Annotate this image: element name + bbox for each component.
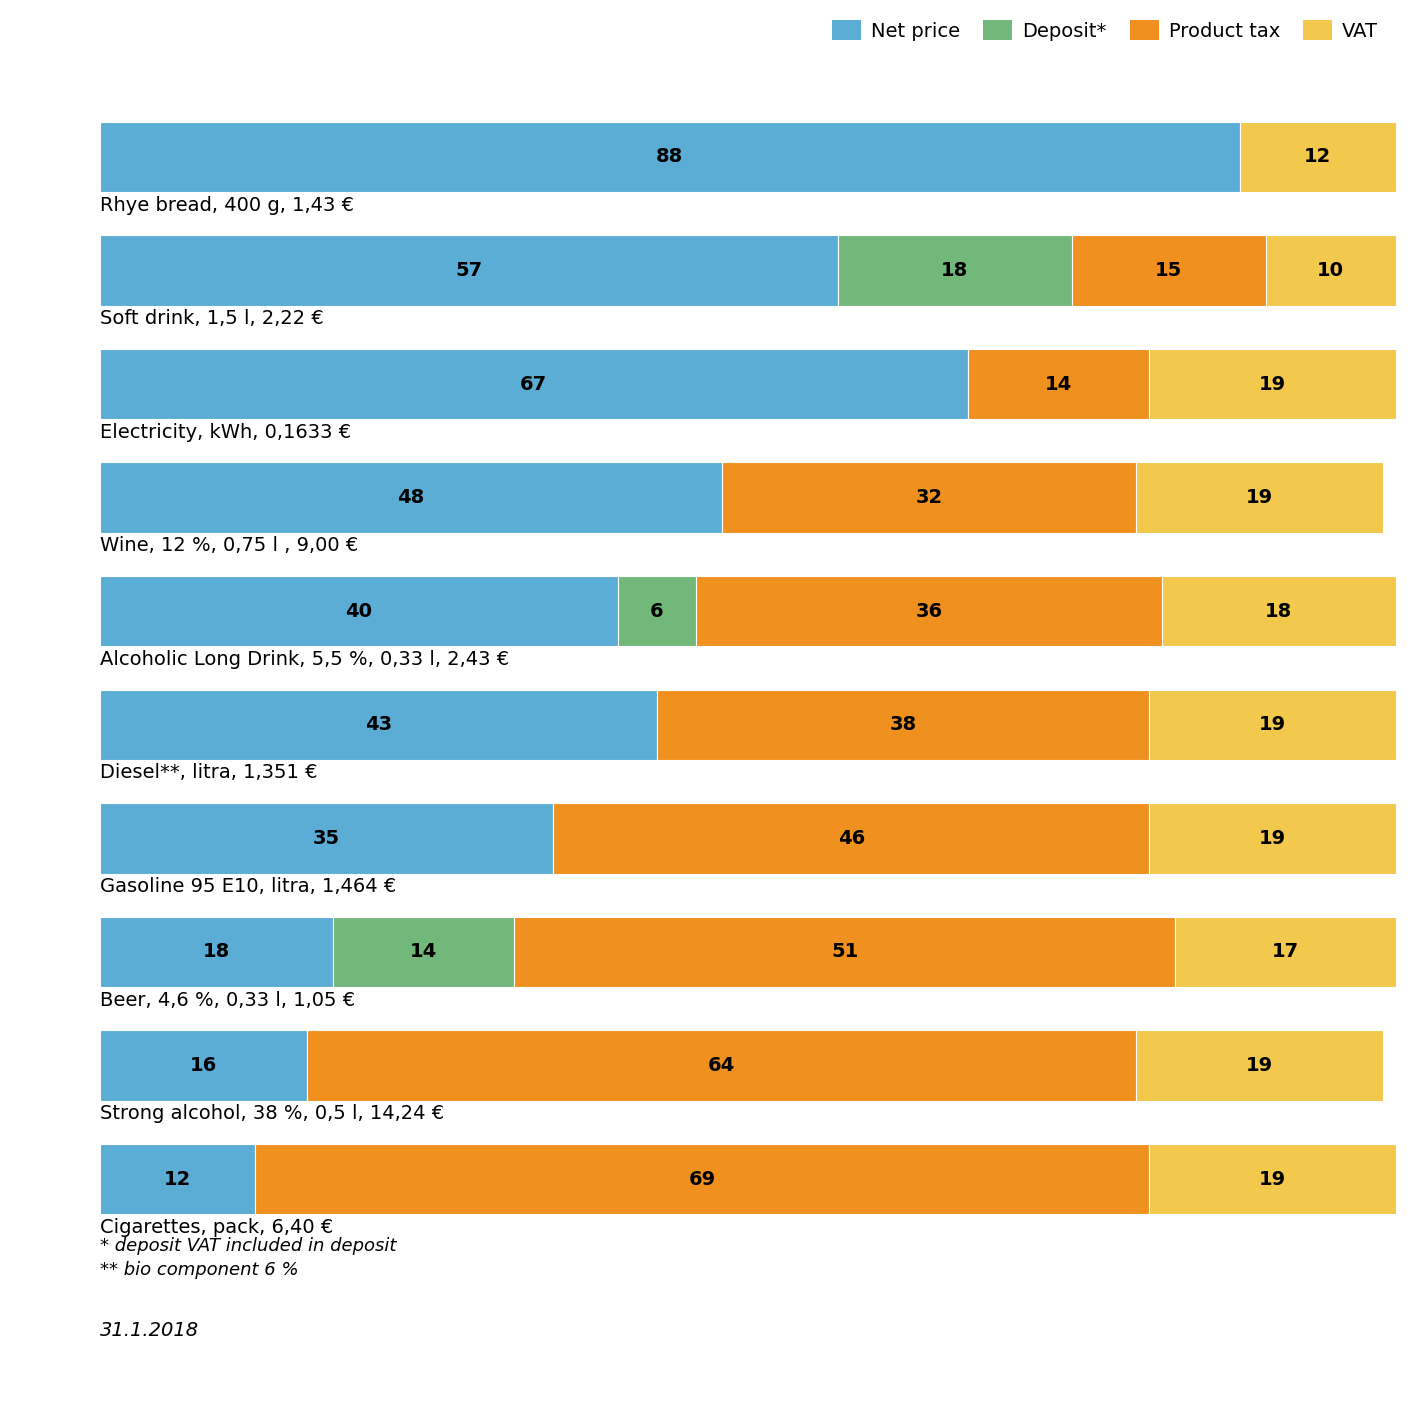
Text: 19: 19 (1246, 488, 1273, 508)
Text: Beer, 4,6 %, 0,33 l, 1,05 €: Beer, 4,6 %, 0,33 l, 1,05 € (100, 991, 355, 1010)
Bar (514, 916, 1175, 987)
Text: Electricity, kWh, 0,1633 €: Electricity, kWh, 0,1633 € (100, 423, 350, 441)
Text: 14: 14 (1045, 375, 1072, 393)
Bar (1149, 690, 1396, 759)
Bar (100, 690, 656, 759)
Text: 6: 6 (651, 602, 664, 621)
Bar (968, 349, 1149, 420)
Bar (656, 690, 1149, 759)
Bar (1266, 235, 1396, 305)
Bar (100, 1031, 308, 1100)
Text: Wine, 12 %, 0,75 l , 9,00 €: Wine, 12 %, 0,75 l , 9,00 € (100, 536, 357, 556)
Bar (722, 462, 1136, 533)
Bar (100, 916, 333, 987)
Text: 48: 48 (397, 488, 424, 508)
Bar (100, 462, 722, 533)
Text: 18: 18 (941, 262, 968, 280)
Text: 18: 18 (1266, 602, 1293, 621)
Bar (1136, 1031, 1383, 1100)
Text: Alcoholic Long Drink, 5,5 %, 0,33 l, 2,43 €: Alcoholic Long Drink, 5,5 %, 0,33 l, 2,4… (100, 650, 508, 669)
Text: 19: 19 (1259, 1169, 1286, 1189)
Bar (1149, 803, 1396, 874)
Bar (1071, 235, 1266, 305)
Text: 19: 19 (1259, 715, 1286, 734)
Bar (1136, 462, 1383, 533)
Text: 40: 40 (346, 602, 372, 621)
Text: Strong alcohol, 38 %, 0,5 l, 14,24 €: Strong alcohol, 38 %, 0,5 l, 14,24 € (100, 1104, 444, 1123)
Text: Gasoline 95 E10, litra, 1,464 €: Gasoline 95 E10, litra, 1,464 € (100, 877, 396, 896)
Bar (100, 575, 618, 646)
Text: 17: 17 (1272, 942, 1299, 962)
Text: 36: 36 (916, 602, 943, 621)
Text: 31.1.2018: 31.1.2018 (100, 1321, 199, 1340)
Text: 57: 57 (456, 262, 483, 280)
Text: 64: 64 (708, 1056, 735, 1075)
Legend: Net price, Deposit*, Product tax, VAT: Net price, Deposit*, Product tax, VAT (824, 13, 1386, 48)
Text: 35: 35 (313, 829, 340, 848)
Text: 10: 10 (1317, 262, 1344, 280)
Bar (1162, 575, 1396, 646)
Bar (696, 575, 1162, 646)
Text: Rhye bread, 400 g, 1,43 €: Rhye bread, 400 g, 1,43 € (100, 195, 353, 215)
Text: Diesel**, litra, 1,351 €: Diesel**, litra, 1,351 € (100, 764, 318, 782)
Text: 19: 19 (1246, 1056, 1273, 1075)
Text: 19: 19 (1259, 375, 1286, 393)
Text: 14: 14 (410, 942, 437, 962)
Text: 12: 12 (1304, 147, 1331, 167)
Bar (308, 1031, 1136, 1100)
Text: 15: 15 (1155, 262, 1182, 280)
Text: Cigarettes, pack, 6,40 €: Cigarettes, pack, 6,40 € (100, 1217, 333, 1237)
Text: 51: 51 (832, 942, 859, 962)
Text: ** bio component 6 %: ** bio component 6 % (100, 1261, 298, 1280)
Bar (100, 235, 839, 305)
Bar (553, 803, 1149, 874)
Text: 38: 38 (890, 715, 917, 734)
Bar (100, 1144, 255, 1215)
Bar (1240, 122, 1396, 192)
Text: 16: 16 (189, 1056, 216, 1075)
Text: * deposit VAT included in deposit: * deposit VAT included in deposit (100, 1237, 396, 1256)
Text: 46: 46 (837, 829, 864, 848)
Bar (618, 575, 696, 646)
Bar (100, 349, 968, 420)
Bar (1149, 1144, 1396, 1215)
Text: 12: 12 (164, 1169, 191, 1189)
Text: 67: 67 (520, 375, 547, 393)
Bar (100, 803, 553, 874)
Bar (333, 916, 514, 987)
Text: 69: 69 (689, 1169, 716, 1189)
Text: 19: 19 (1259, 829, 1286, 848)
Text: Soft drink, 1,5 l, 2,22 €: Soft drink, 1,5 l, 2,22 € (100, 310, 323, 328)
Bar (100, 122, 1240, 192)
Bar (1175, 916, 1396, 987)
Bar (839, 235, 1071, 305)
Bar (1149, 349, 1396, 420)
Text: 18: 18 (202, 942, 229, 962)
Text: 32: 32 (916, 488, 943, 508)
Text: 88: 88 (656, 147, 684, 167)
Bar (255, 1144, 1149, 1215)
Text: 43: 43 (365, 715, 392, 734)
